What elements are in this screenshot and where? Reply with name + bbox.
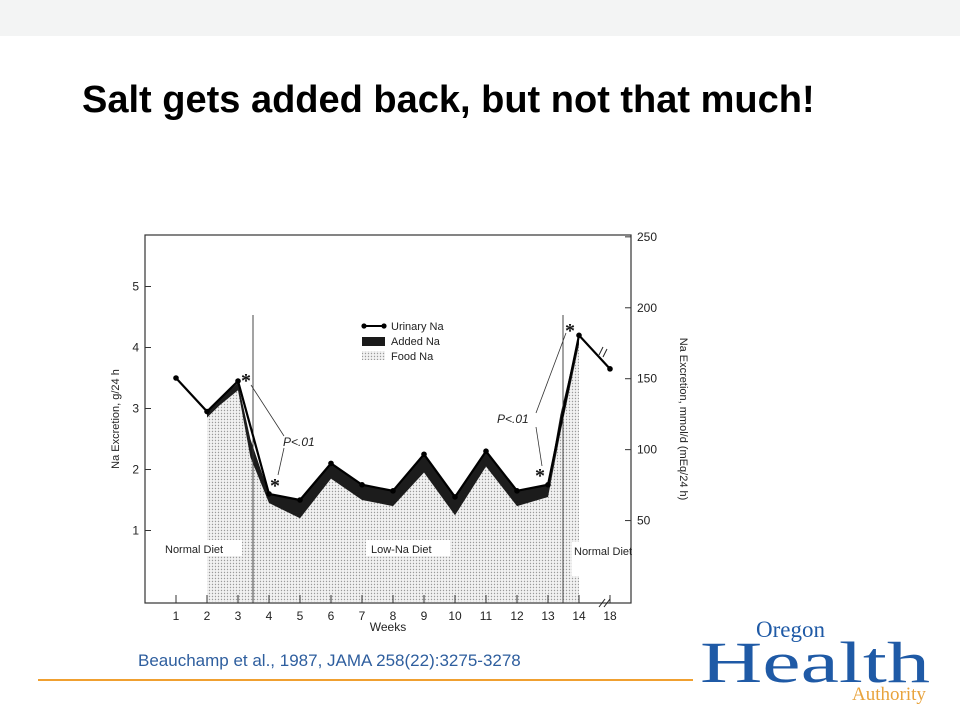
- x-tick-label-14: 14: [572, 609, 586, 623]
- left-tick-label-4: 4: [132, 341, 139, 355]
- annotation-leader-right-1: [535, 332, 567, 414]
- logo-word-authority: Authority: [852, 684, 926, 705]
- x-tick-label-2: 2: [204, 609, 211, 623]
- y-axis-label-right: Na Excretion, mmol/d (mEq/24 h): [677, 338, 689, 501]
- p-value-right: P<.01: [497, 412, 529, 426]
- phase-label-lowna: Low-Na Diet: [371, 544, 432, 556]
- legend-swatch-food: [362, 351, 385, 360]
- logo-word-oregon: Oregon: [756, 617, 825, 642]
- legend-label-urinary: Urinary Na: [391, 321, 444, 333]
- phase-label-bg-1: [162, 540, 242, 556]
- right-tick-label-200: 200: [637, 301, 657, 315]
- x-tick-label-1: 1: [173, 609, 180, 623]
- annotation-left: [250, 384, 285, 476]
- x-tick-label-9: 9: [421, 609, 428, 623]
- left-tick-label-3: 3: [132, 402, 139, 416]
- citation: Beauchamp et al., 1987, JAMA 258(22):327…: [138, 651, 521, 670]
- x-tick-label-10: 10: [448, 609, 462, 623]
- axis-break-line: [598, 346, 608, 358]
- asterisk-week13: *: [535, 465, 545, 487]
- urinary-point-week-12: [514, 488, 520, 494]
- annotation-right: [535, 332, 567, 467]
- annotation-leader-left-1: [250, 384, 285, 437]
- urinary-point-week-6: [328, 460, 334, 467]
- x-tick-label-18: 18: [603, 609, 617, 623]
- annotation-leader-right-2: [535, 426, 543, 467]
- legend: Urinary Na Added Na Food Na: [361, 321, 444, 363]
- footer-rule: [38, 679, 693, 681]
- urinary-point-week-8: [390, 488, 396, 494]
- asterisk-week4: *: [270, 475, 280, 497]
- annotation-leader-left-2: [277, 447, 285, 476]
- urinary-point-week-5: [297, 497, 303, 503]
- asterisk-week3: *: [241, 370, 251, 392]
- x-axis: 1 2 3 4 5 6 7 8 9 10 11 12 13 14 18: [173, 595, 617, 623]
- legend-swatch-added: [362, 337, 385, 346]
- urinary-point-week-10: [452, 494, 458, 500]
- y-axis-label-left: Na Excretion, g/24 h: [110, 369, 122, 469]
- x-axis-label: Weeks: [370, 620, 406, 634]
- left-tick-label-2: 2: [132, 463, 139, 477]
- oregon-health-authority-logo: Oregon Health Authority: [700, 610, 940, 710]
- legend-marker-urinary-2: [381, 323, 387, 329]
- phase-label-normal-2: Normal Diet: [574, 546, 632, 558]
- x-tick-label-6: 6: [328, 609, 335, 623]
- x-tick-label-12: 12: [510, 609, 524, 623]
- food-na-fill: [207, 344, 579, 602]
- urinary-point-week-11: [483, 448, 489, 454]
- right-axis: 50 100 150 200 250: [625, 230, 657, 528]
- x-tick-label-7: 7: [359, 609, 366, 623]
- x-tick-label-5: 5: [297, 609, 304, 623]
- x-tick-label-4: 4: [266, 609, 273, 623]
- axis-break-xaxis: [598, 598, 611, 608]
- urinary-point-week-9: [421, 451, 427, 458]
- urinary-point-week-13: [545, 481, 551, 488]
- right-tick-label-100: 100: [637, 443, 657, 457]
- urinary-point-week-18: [607, 366, 613, 372]
- phase-label-bg-3: [572, 542, 624, 576]
- food-na-area: [207, 344, 579, 602]
- legend-label-added: Added Na: [391, 336, 441, 348]
- p-value-left: P<.01: [283, 435, 315, 449]
- urinary-point-week-14: [576, 332, 582, 339]
- phase-label-bg-2: [366, 540, 450, 556]
- x-tick-label-11: 11: [480, 609, 493, 623]
- phase-label-normal-1: Normal Diet: [165, 544, 223, 556]
- legend-label-food: Food Na: [391, 351, 434, 363]
- right-tick-label-50: 50: [637, 514, 651, 528]
- left-axis: 1 2 3 4 5: [132, 280, 151, 538]
- plot-frame: [144, 234, 632, 604]
- urinary-point-week-3: [235, 378, 241, 384]
- asterisk-week14: *: [565, 320, 575, 342]
- right-tick-label-150: 150: [637, 372, 657, 386]
- slide-title: Salt gets added back, but not that much!: [82, 79, 815, 121]
- urinary-point-week-7: [359, 481, 365, 488]
- x-tick-label-8: 8: [390, 609, 397, 623]
- left-tick-label-1: 1: [132, 524, 139, 538]
- urinary-point-week-4: [266, 491, 272, 497]
- right-tick-label-250: 250: [637, 230, 657, 244]
- x-tick-label-3: 3: [235, 609, 242, 623]
- urinary-point-week-2: [204, 408, 210, 415]
- logo-mark: Oregon Health Authority: [700, 617, 930, 705]
- left-tick-label-5: 5: [132, 280, 139, 294]
- top-banner: [0, 0, 960, 36]
- logo-word-health: Health: [700, 630, 930, 695]
- legend-marker-urinary: [361, 323, 367, 329]
- urinary-na-series: [173, 332, 613, 503]
- urinary-point-week-1: [173, 375, 179, 381]
- x-tick-label-13: 13: [541, 609, 555, 623]
